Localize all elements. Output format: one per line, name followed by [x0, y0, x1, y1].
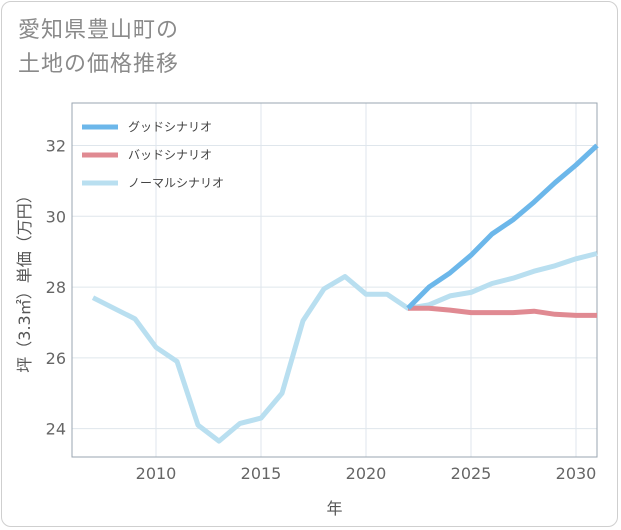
legend-label-2[interactable]: ノーマルシナリオ: [128, 176, 224, 190]
x-tick-label: 2010: [136, 464, 177, 483]
title-line-1: 愛知県豊山町の: [18, 18, 180, 43]
legend-label-0[interactable]: グッドシナリオ: [128, 120, 212, 134]
y-tick-label: 32: [46, 136, 66, 155]
y-tick-label: 30: [46, 207, 66, 226]
y-tick-label: 26: [46, 349, 66, 368]
x-tick-label: 2015: [241, 464, 282, 483]
chart-title: 愛知県豊山町の 土地の価格推移: [18, 14, 179, 82]
y-axis-label: 坪（3.3㎡）単価（万円）: [15, 187, 34, 372]
plot-area: [71, 102, 598, 458]
title-line-2: 土地の価格推移: [18, 52, 180, 77]
series-line-1: [408, 305, 597, 318]
x-tick-label: 2025: [451, 464, 492, 483]
series-line-2: [91, 251, 598, 444]
y-tick-label: 24: [46, 420, 66, 439]
plot-border: [71, 102, 598, 458]
x-tick-label: 2030: [556, 464, 597, 483]
x-axis-label: 年: [326, 499, 342, 518]
x-tick-labels: 2010 2015 2020 2025 2030: [136, 464, 597, 483]
y-tick-label: 28: [46, 278, 66, 297]
legend-label-1[interactable]: バッドシナリオ: [128, 148, 212, 162]
x-tick-label: 2020: [346, 464, 387, 483]
y-tick-labels: 24 26 28 30 32: [46, 136, 66, 438]
series-line-0: [406, 143, 599, 311]
grid-lines: [72, 103, 597, 457]
series-lines: [91, 143, 599, 444]
